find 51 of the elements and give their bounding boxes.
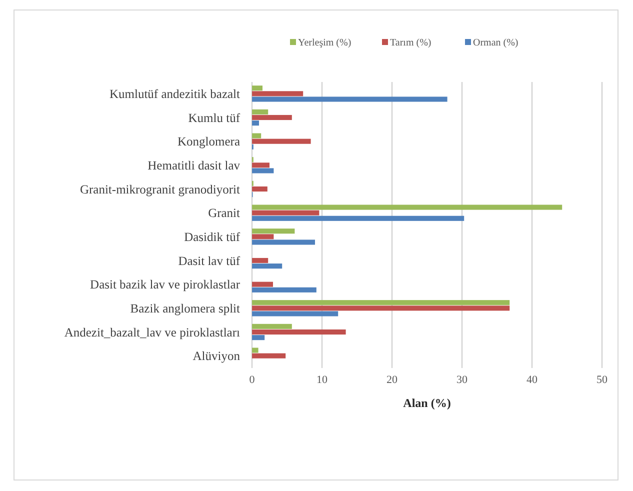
bar [252, 287, 316, 292]
y-tick-label: Dasit bazik lav ve piroklastlar [90, 278, 241, 292]
bar [252, 311, 338, 316]
bar [252, 138, 311, 144]
bar [252, 264, 282, 269]
bar [252, 162, 270, 168]
bar [252, 240, 315, 245]
bar [252, 324, 292, 329]
y-tick-label: Dasidik tüf [184, 230, 241, 244]
y-tick-label: Bazik anglomera split [130, 301, 241, 316]
bar [252, 91, 304, 96]
legend-label: Tarım (%) [390, 38, 432, 48]
bar [252, 234, 274, 240]
y-tick-label: Hematitli dasit lav [148, 158, 241, 172]
bar [252, 114, 292, 120]
bar [252, 353, 286, 358]
y-tick-label: Kumlutüf andezitik bazalt [109, 86, 241, 101]
bar [252, 329, 346, 335]
bar [252, 335, 265, 340]
bar [252, 348, 258, 353]
x-tick-label: 50 [596, 374, 608, 386]
bar [252, 210, 320, 216]
legend-label: Orman (%) [473, 38, 518, 48]
bar [252, 204, 562, 210]
y-tick-label: Andezit_bazalt_lav ve piroklastları [64, 325, 241, 340]
bar [252, 282, 273, 287]
y-tick-label: Alüviyon [192, 349, 241, 364]
bar [252, 228, 295, 234]
x-tick-label: 10 [316, 374, 328, 386]
x-axis-title: Alan (%) [403, 396, 451, 410]
bar [252, 300, 510, 306]
x-tick-label: 40 [526, 374, 538, 386]
bar [252, 96, 448, 102]
bar [252, 306, 510, 311]
x-tick-label: 30 [456, 374, 468, 386]
y-tick-label: Kumlu tüf [188, 110, 241, 125]
y-tick-label: Konglomera [178, 134, 240, 149]
bar [252, 86, 262, 91]
bar [252, 133, 262, 138]
bar [252, 258, 268, 264]
bar [252, 168, 274, 174]
bar [252, 216, 464, 221]
bar [252, 186, 268, 192]
legend-label: Yerleşim (%) [298, 38, 352, 48]
x-tick-label: 20 [386, 374, 398, 386]
y-tick-label: Granit-mikrogranit granodiyorit [80, 182, 241, 196]
y-tick-label: Dasit lav tüf [178, 254, 241, 268]
x-tick-label: 0 [249, 374, 256, 386]
bar [252, 120, 259, 126]
bar [252, 109, 268, 114]
y-tick-label: Granit [208, 206, 241, 220]
